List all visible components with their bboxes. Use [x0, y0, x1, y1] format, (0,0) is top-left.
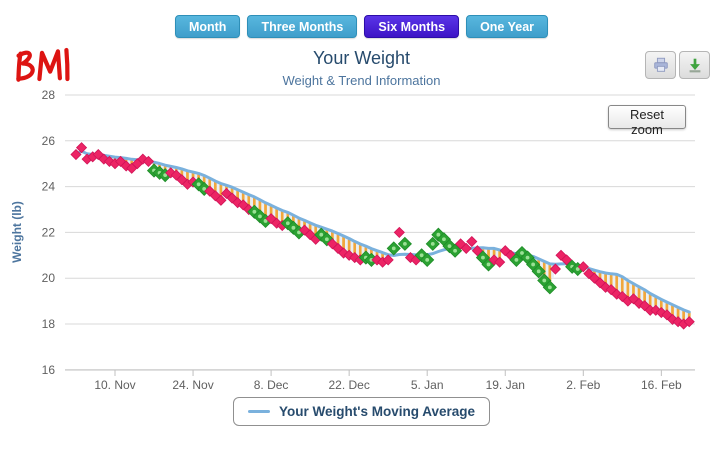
y-axis-tick-label: 28	[42, 88, 56, 102]
weight-point-center-dot	[542, 278, 547, 283]
weight-point-center-dot	[202, 186, 207, 191]
y-axis-title: Weight (lb)	[10, 201, 24, 263]
weight-point-center-dot	[520, 251, 524, 255]
weight-point-center-dot	[252, 209, 257, 214]
weight-point-center-dot	[514, 257, 519, 262]
page-title: Your Weight	[312, 48, 411, 68]
print-chart-button[interactable]	[645, 51, 676, 79]
weight-point-pink[interactable]	[561, 254, 573, 266]
x-axis-tick-label: 5. Jan	[411, 378, 444, 392]
weight-point-pink[interactable]	[494, 256, 506, 268]
bmi-logo	[7, 45, 70, 90]
weight-point-center-dot	[453, 248, 457, 253]
weight-point-center-dot	[447, 244, 452, 249]
weight-point-pink[interactable]	[142, 155, 155, 167]
export-buttons	[645, 51, 710, 79]
legend-line-swatch	[248, 410, 270, 413]
y-axis-tick-label: 22	[42, 225, 56, 239]
weight-point-center-dot	[196, 182, 201, 187]
x-axis-tick-label: 16. Feb	[641, 378, 682, 392]
weight-point-center-dot	[430, 241, 435, 246]
range-button-three-months[interactable]: Three Months	[247, 15, 358, 38]
weight-point-pink[interactable]	[471, 245, 483, 257]
weight-point-center-dot	[324, 237, 329, 242]
weight-point-pink[interactable]	[382, 254, 394, 266]
chart-header: Your Weight Weight & Trend Information	[0, 48, 723, 88]
weight-point-center-dot	[442, 237, 446, 242]
weight-point-center-dot	[531, 262, 536, 267]
reset-zoom-button[interactable]: Reset zoom	[608, 105, 686, 137]
legend-label: Your Weight's Moving Average	[279, 404, 475, 419]
weight-point-center-dot	[547, 285, 552, 290]
printer-icon	[653, 57, 668, 72]
weight-point-center-dot	[263, 219, 268, 223]
weight-point-pink[interactable]	[460, 242, 472, 254]
download-icon	[689, 58, 700, 73]
weight-point-center-dot	[163, 173, 168, 178]
weight-point-pink[interactable]	[393, 226, 405, 238]
range-button-month[interactable]: Month	[174, 15, 241, 38]
weight-point-pink[interactable]	[549, 263, 561, 275]
weight-point-center-dot	[319, 232, 324, 237]
weight-point-pink[interactable]	[577, 261, 589, 273]
weight-point-pink[interactable]	[70, 148, 82, 161]
weight-point-center-dot	[425, 257, 430, 262]
range-button-one-year[interactable]: One Year	[466, 15, 549, 38]
weight-point-center-dot	[419, 253, 424, 258]
weight-point-pink[interactable]	[75, 142, 88, 154]
x-axis-tick-label: 10. Nov	[94, 378, 135, 392]
y-axis-tick-label: 16	[42, 363, 56, 377]
weight-point-center-dot	[525, 255, 530, 260]
download-chart-button[interactable]	[679, 51, 710, 79]
x-axis-tick-label: 19. Jan	[486, 378, 525, 392]
weight-point-center-dot	[297, 230, 301, 235]
weight-point-center-dot	[285, 221, 290, 226]
y-axis-tick-label: 24	[42, 180, 56, 194]
x-axis-tick-label: 22. Dec	[328, 378, 369, 392]
weight-point-pink[interactable]	[215, 194, 227, 206]
weight-point-center-dot	[258, 214, 262, 219]
weight-point-center-dot	[403, 241, 407, 246]
weight-point-center-dot	[436, 232, 441, 237]
range-button-six-months[interactable]: Six Months	[364, 15, 460, 38]
weight-point-center-dot	[575, 267, 580, 271]
weight-point-center-dot	[391, 246, 396, 251]
range-selector: Month Three Months Six Months One Year	[0, 15, 723, 38]
y-axis-tick-label: 20	[42, 271, 56, 285]
x-axis-tick-label: 24. Nov	[172, 378, 213, 392]
bmi-logo-icon	[16, 47, 70, 82]
weight-point-center-dot	[291, 225, 296, 230]
y-axis-tick-label: 26	[42, 134, 56, 148]
weight-point-center-dot	[486, 262, 491, 267]
x-axis-tick-label: 8. Dec	[254, 378, 289, 392]
legend: Your Weight's Moving Average	[0, 397, 723, 426]
weight-point-pink[interactable]	[466, 235, 478, 248]
y-axis-tick-label: 18	[42, 317, 56, 331]
legend-item-moving-average[interactable]: Your Weight's Moving Average	[233, 397, 490, 426]
weight-point-center-dot	[536, 269, 541, 274]
weight-point-center-dot	[481, 255, 485, 260]
x-axis-tick-label: 2. Feb	[566, 378, 600, 392]
page-subtitle: Weight & Trend Information	[282, 73, 441, 88]
weight-point-pink[interactable]	[683, 316, 695, 328]
weight-point-center-dot	[369, 257, 374, 262]
